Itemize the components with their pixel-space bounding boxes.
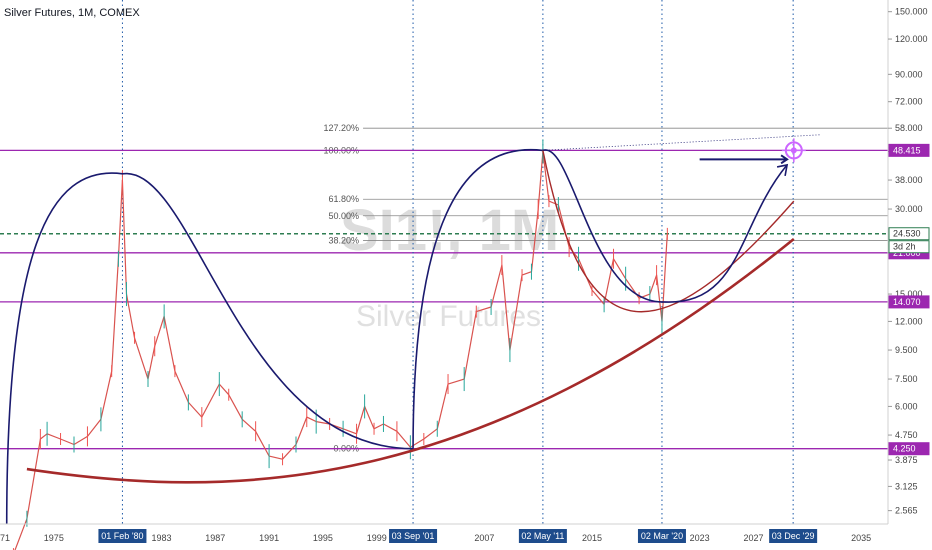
price-level-tag bbox=[888, 442, 930, 456]
price-tick-label: 30.000 bbox=[895, 204, 923, 214]
price-tick-label: 4.750 bbox=[895, 430, 918, 440]
date-marker-tag-label: 01 Feb '80 bbox=[101, 531, 143, 541]
time-tick-label: 1975 bbox=[44, 533, 64, 543]
time-tick-label: 2023 bbox=[690, 533, 710, 543]
projection-curve bbox=[661, 164, 788, 303]
time-tick-label: 1995 bbox=[313, 533, 333, 543]
time-tick-label: 1971 bbox=[0, 533, 10, 543]
fib-level-label: 38.20% bbox=[329, 236, 360, 246]
drawing-annotations bbox=[5, 134, 821, 525]
date-marker-tag[interactable] bbox=[769, 529, 818, 543]
price-tick-label: 6.000 bbox=[895, 401, 918, 411]
chart-title: Silver Futures, 1M, COMEX bbox=[4, 7, 140, 19]
time-tick-label: 2015 bbox=[582, 533, 602, 543]
price-tick-label: 120.000 bbox=[895, 34, 928, 44]
date-marker-tag[interactable] bbox=[98, 529, 147, 543]
price-tick-label: 58.000 bbox=[895, 123, 923, 133]
price-level-tag bbox=[888, 295, 930, 309]
time-tick-label: 1987 bbox=[205, 533, 225, 543]
time-tick-label: 2007 bbox=[474, 533, 494, 543]
price-tick-label: 12.000 bbox=[895, 316, 923, 326]
date-marker-tag[interactable] bbox=[389, 529, 438, 543]
price-tick-label: 7.500 bbox=[895, 374, 918, 384]
date-marker-tag-label: 02 Mar '20 bbox=[641, 531, 683, 541]
watermark-name: Silver Futures bbox=[356, 300, 541, 333]
price-levels bbox=[0, 149, 888, 450]
support-curve bbox=[26, 237, 795, 484]
price-tick-label: 3.125 bbox=[895, 481, 918, 491]
countdown-tag-label: 3d 2h bbox=[893, 242, 916, 252]
date-marker-tag[interactable] bbox=[518, 529, 567, 543]
date-marker-tag-label: 03 Sep '01 bbox=[392, 531, 435, 541]
price-level-tag bbox=[888, 227, 930, 241]
time-tick-label: 1999 bbox=[367, 533, 387, 543]
date-marker-tag[interactable] bbox=[637, 529, 686, 543]
time-tick-label: 1991 bbox=[259, 533, 279, 543]
price-tick-label: 90.000 bbox=[895, 69, 923, 79]
price-tick-label: 38.000 bbox=[895, 175, 923, 185]
time-tick-label: 1983 bbox=[151, 533, 171, 543]
price-tick-label: 150.000 bbox=[895, 7, 928, 17]
cycle-arc-2 bbox=[412, 148, 662, 449]
countdown-tag bbox=[888, 240, 930, 254]
price-level-tag-label: 4.250 bbox=[893, 444, 916, 454]
price-level-tag-label: 48.415 bbox=[893, 145, 921, 155]
price-tick-label: 3.875 bbox=[895, 455, 918, 465]
date-marker-tag-label: 03 Dec '29 bbox=[772, 531, 815, 541]
fib-level-label: 127.20% bbox=[324, 123, 360, 133]
projection-arrowhead bbox=[776, 163, 789, 177]
fib-level-label: 61.80% bbox=[329, 194, 360, 204]
price-tick-label: 15.000 bbox=[895, 289, 923, 299]
cup-curve bbox=[542, 150, 795, 313]
price-level-tag-label: 24.530 bbox=[893, 229, 921, 239]
cycle-arc-1 bbox=[5, 172, 414, 525]
time-axis[interactable]: 1971 1975 1983 1987 1991 1995 1999 2007 2015 2023… bbox=[0, 523, 888, 543]
target-bar-arrowhead bbox=[780, 154, 789, 165]
time-tick-label: 2027 bbox=[743, 533, 763, 543]
time-tick-label: 2035 bbox=[851, 533, 871, 543]
price-tick-label: 72.000 bbox=[895, 97, 923, 107]
price-level-tag bbox=[888, 143, 930, 157]
price-tick-label: 2.565 bbox=[895, 506, 918, 516]
price-tick-label: 9.500 bbox=[895, 345, 918, 355]
date-marker-tag-label: 02 May '11 bbox=[521, 531, 564, 541]
fib-level-label: 50.00% bbox=[329, 211, 360, 221]
trend-projection-dotted bbox=[542, 134, 821, 151]
price-level-tag-label: 14.070 bbox=[893, 297, 921, 307]
